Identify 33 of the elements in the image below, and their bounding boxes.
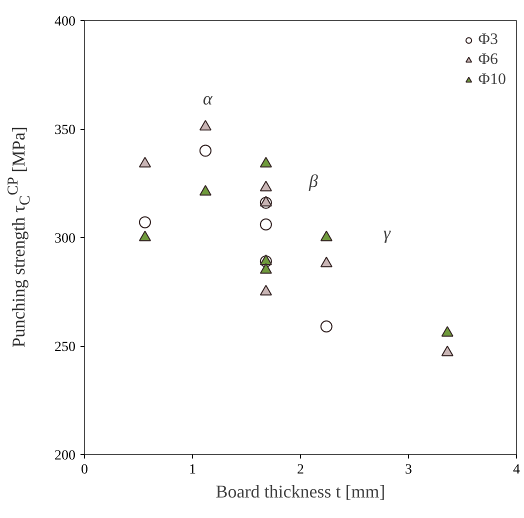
y-tick-label: 300 xyxy=(54,232,76,246)
point xyxy=(260,218,272,231)
x-axis-title: Board thickness t [mm] xyxy=(216,482,386,502)
legend-label: Φ6 xyxy=(478,51,498,69)
y-tick-label: 250 xyxy=(54,340,76,355)
point xyxy=(138,230,152,242)
point xyxy=(260,180,272,192)
y-tick-label: 200 xyxy=(54,448,76,464)
annotation: β xyxy=(308,171,318,192)
point xyxy=(138,156,152,168)
point xyxy=(441,326,454,337)
x-tick-label: 3 xyxy=(405,462,412,478)
x-tick-label: 2 xyxy=(297,462,304,478)
x-tick-label: 1 xyxy=(189,462,196,478)
point xyxy=(260,284,272,296)
point xyxy=(320,320,332,333)
point xyxy=(320,230,332,242)
point xyxy=(441,346,454,356)
point xyxy=(260,156,272,168)
y-tick-label: 350 xyxy=(54,123,76,138)
legend-label: Φ3 xyxy=(478,31,498,49)
x-tick-label: 0 xyxy=(81,462,88,478)
point xyxy=(199,144,212,157)
annotation: γ xyxy=(383,223,392,244)
point xyxy=(138,216,152,228)
point xyxy=(260,263,272,274)
point xyxy=(320,256,332,268)
point xyxy=(199,185,212,196)
y-tick-label: 400 xyxy=(54,14,76,30)
annotation: α xyxy=(202,88,213,109)
legend-label: Φ10 xyxy=(478,71,506,89)
point xyxy=(199,120,212,131)
x-tick-label: 4 xyxy=(513,462,520,478)
